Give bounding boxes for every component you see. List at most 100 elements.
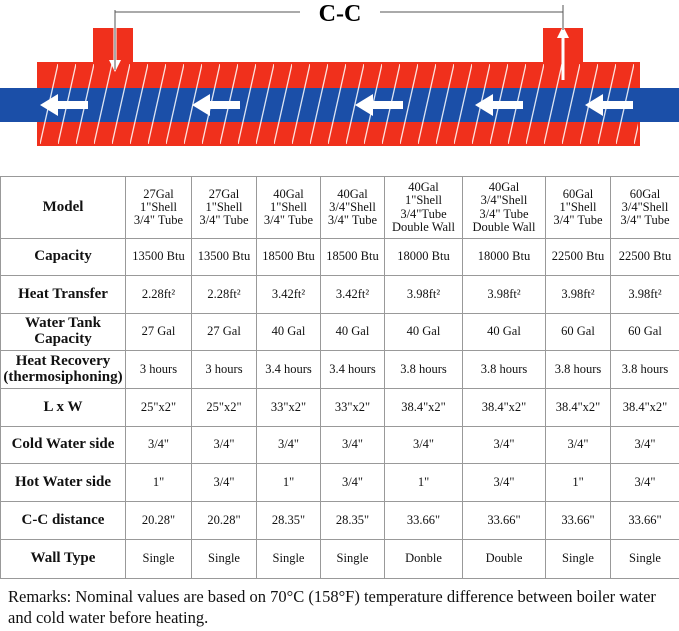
value-cell: 3/4"	[545, 426, 611, 464]
text-line: Heat Transfer	[18, 285, 108, 302]
cc-label: C-C	[319, 1, 362, 27]
coil	[40, 64, 638, 144]
value-cell: Double	[462, 539, 546, 579]
row-label: Model	[0, 176, 126, 239]
text-line: 3/4"Shell	[480, 193, 528, 208]
value-cell: Donble	[384, 539, 463, 579]
value-cell: 1"	[256, 463, 321, 502]
value-cell: 38.4"x2"	[462, 388, 546, 427]
value-cell: 60 Gal	[610, 313, 679, 351]
value-cell: 27 Gal	[125, 313, 192, 351]
model-cell: 40Gal 1"Shell 3/4" Tube	[256, 176, 321, 239]
value-cell: 20.28"	[125, 501, 192, 540]
text-line: C-C distance	[21, 511, 105, 528]
text-line: 3/4" Tube	[479, 206, 529, 221]
value-cell: Single	[610, 539, 679, 579]
spec-row: Heat Recovery (thermosiphoning) 3 hours 3 h…	[0, 350, 679, 389]
value-cell: 3/4"	[384, 426, 463, 464]
text-line: 1"Shell	[404, 193, 443, 208]
spec-row: Capacity 13500 Btu 13500 Btu 18500 Btu 18500…	[0, 238, 679, 276]
text-line: Hot Water side	[14, 473, 112, 490]
model-cell: 40Gal 3/4"Shell 3/4" Tube Double Wall	[462, 176, 546, 239]
text-line: Water Tank	[24, 315, 101, 332]
value-cell: Single	[256, 539, 321, 579]
text-line: L x W	[43, 398, 83, 415]
value-cell: 1"	[125, 463, 192, 502]
text-line: 40Gal	[273, 186, 304, 201]
text-line: 27Gal	[208, 186, 240, 201]
text-line: 3/4" Tube	[199, 213, 249, 228]
text-line: 40Gal	[337, 186, 368, 201]
model-cell: 40Gal 1"Shell 3/4"Tube Double Wall	[384, 176, 463, 239]
value-cell: 38.4"x2"	[610, 388, 679, 427]
value-cell: 3.98ft²	[462, 275, 546, 314]
spec-row: Heat Transfer 2.28ft² 2.28ft² 3.42ft² 3.42ft…	[0, 275, 679, 314]
value-cell: 3.42ft²	[320, 275, 385, 314]
value-cell: 3.42ft²	[256, 275, 321, 314]
text-line: Double Wall	[392, 219, 455, 234]
spec-row: Wall Type Single Single Single Single Donble D…	[0, 539, 679, 579]
text-line: 27Gal	[143, 186, 174, 201]
value-cell: 3/4"	[320, 426, 385, 464]
text-line: 3/4" Tube	[553, 213, 603, 228]
text-line: 3/4" Tube	[620, 213, 670, 228]
value-cell: 25"x2"	[125, 388, 192, 427]
value-cell: 2.28ft²	[125, 275, 192, 314]
value-cell: 18500 Btu	[320, 238, 385, 276]
value-cell: 3/4"	[256, 426, 321, 464]
value-cell: 3.98ft²	[610, 275, 679, 314]
value-cell: 3.98ft²	[384, 275, 463, 314]
value-cell: 1"	[545, 463, 611, 502]
model-cell: 27Gal 1"Shell 3/4" Tube	[125, 176, 192, 239]
value-cell: 3.4 hours	[320, 350, 385, 389]
row-label: Hot Water side	[0, 463, 126, 502]
text-line: 3/4"Shell	[329, 199, 376, 214]
text-line: 60Gal	[562, 186, 594, 201]
value-cell: 33"x2"	[320, 388, 385, 427]
row-label: C-C distance	[0, 501, 126, 540]
model-cell: 40Gal 3/4"Shell 3/4" Tube	[320, 176, 385, 239]
value-cell: 28.35"	[320, 501, 385, 540]
row-label: L x W	[0, 388, 126, 427]
text-line: 1"Shell	[139, 199, 178, 214]
spec-row: Water Tank Capacity 27 Gal 27 Gal 40 Gal 40 G…	[0, 313, 679, 351]
heat-exchanger-diagram: C-C	[0, 1, 679, 146]
row-label: Heat Transfer	[0, 275, 126, 314]
value-cell: 28.35"	[256, 501, 321, 540]
value-cell: 38.4"x2"	[545, 388, 611, 427]
model-cell: 27Gal 1"Shell 3/4" Tube	[191, 176, 257, 239]
spec-table: Model 27Gal 1"Shell 3/4" Tube 27Gal 1"Shell 3/…	[0, 176, 679, 579]
value-cell: 40 Gal	[384, 313, 463, 351]
spec-row: Cold Water side 3/4" 3/4" 3/4" 3/4" 3/4" 3/4" 3…	[0, 426, 679, 464]
value-cell: 25"x2"	[191, 388, 257, 427]
value-cell: 33.66"	[545, 501, 611, 540]
text-line: Double Wall	[472, 219, 536, 234]
value-cell: 20.28"	[191, 501, 257, 540]
value-cell: 3/4"	[191, 426, 257, 464]
text-line: 3/4"Shell	[621, 199, 669, 214]
value-cell: 3 hours	[191, 350, 257, 389]
row-label: Cold Water side	[0, 426, 126, 464]
remarks: Remarks: Nominal values are based on 70°…	[8, 587, 656, 627]
value-cell: 40 Gal	[256, 313, 321, 351]
value-cell: 3 hours	[125, 350, 192, 389]
model-cell: 60Gal 3/4"Shell 3/4" Tube	[610, 176, 679, 239]
text-line: 60Gal	[629, 186, 661, 201]
value-cell: 13500 Btu	[191, 238, 257, 276]
text-line: 3/4" Tube	[133, 213, 184, 228]
text-line: Wall Type	[30, 550, 96, 567]
value-cell: 3/4"	[191, 463, 257, 502]
value-cell: 1"	[384, 463, 463, 502]
text-line: 1"Shell	[205, 199, 243, 214]
value-cell: 3/4"	[462, 426, 546, 464]
flow-arrows	[40, 94, 633, 116]
text-line: Capacity	[34, 331, 92, 347]
value-cell: 3.4 hours	[256, 350, 321, 389]
text-line: (thermosiphoning)	[3, 368, 123, 385]
value-cell: 27 Gal	[191, 313, 257, 351]
value-cell: Single	[191, 539, 257, 579]
spec-row: C-C distance 20.28" 20.28" 28.35" 28.35" 33.6…	[0, 501, 679, 540]
value-cell: 22500 Btu	[545, 238, 611, 276]
text-line: 1"Shell	[269, 199, 308, 214]
